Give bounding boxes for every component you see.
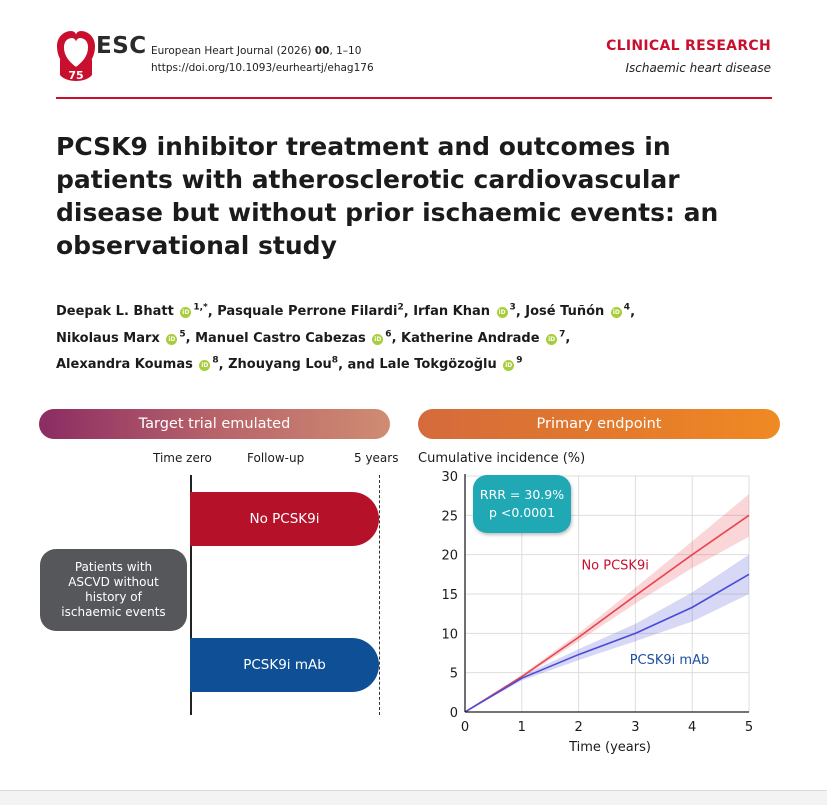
author-affiliation: 6 [385, 329, 392, 340]
orcid-icon[interactable]: iD [180, 307, 192, 319]
orcid-icon[interactable]: iD [610, 307, 622, 319]
five-year-dashed-line [379, 475, 380, 715]
author-name: Pasquale Perrone Filardi [217, 304, 398, 320]
orcid-icon[interactable]: iD [546, 333, 558, 345]
header-rule [56, 97, 772, 99]
article-title: PCSK9 inhibitor treatment and outcomes i… [56, 132, 719, 260]
p-value: p <0.0001 [488, 505, 556, 520]
chart-title: Cumulative incidence (%) [418, 451, 585, 466]
x-tick-label: 1 [518, 720, 526, 735]
author-name: Deepak L. Bhatt [56, 304, 174, 320]
author: Nikolaus Marx iD 5 [56, 329, 186, 346]
y-tick-label: 15 [441, 588, 458, 603]
y-tick-label: 25 [441, 509, 458, 524]
series-line-0 [464, 514, 750, 713]
author: José Tuñón iD 4 [525, 303, 631, 320]
y-tick-label: 5 [450, 667, 458, 682]
author-name: José Tuñón [525, 304, 605, 320]
author-name: Katherine Andrade [401, 330, 540, 346]
arm-no-pcsk9i: No PCSK9i [190, 492, 379, 546]
author-affiliation: 2 [397, 303, 404, 313]
author: Manuel Castro Cabezas iD 6 [195, 329, 392, 346]
y-tick-label: 10 [441, 627, 458, 642]
author-name: Lale Tokgözoğlu [379, 356, 497, 372]
follow-up-label: Follow-up [247, 451, 305, 465]
x-axis-title: Time (years) [568, 740, 651, 755]
author-list: Deepak L. Bhatt iD 1,*, Pasquale Perrone … [56, 303, 636, 372]
y-tick-label: 20 [441, 549, 458, 564]
author-name: Manuel Castro Cabezas [195, 330, 366, 346]
author: Irfan Khan iD 3 [413, 303, 516, 320]
patients-box: Patients with ASCVD without history of i… [40, 549, 187, 631]
author-affiliation: 7 [559, 329, 566, 340]
target-trial-banner: Target trial emulated [39, 409, 390, 439]
journal-info: European Heart Journal (2026) 00, 1–10 h… [151, 43, 374, 77]
x-tick-label: 5 [745, 720, 753, 735]
journal-line: European Heart Journal (2026) [151, 45, 312, 57]
journal-volume: 00 [314, 45, 330, 57]
logo-badge: 75 [68, 69, 83, 82]
author-name: Zhouyang Lou [228, 356, 332, 372]
orcid-icon[interactable]: iD [372, 333, 384, 345]
journal-pages: , 1–10 [329, 45, 362, 57]
author-affiliation: 5 [179, 329, 186, 340]
orcid-icon[interactable]: iD [166, 333, 178, 345]
rrr-value: RRR = 30.9% [479, 487, 565, 502]
author-name: Alexandra Koumas [56, 356, 193, 372]
author-affiliation: 8 [331, 355, 339, 366]
x-tick-label: 4 [688, 720, 696, 735]
esc-wordmark: ESC [96, 33, 147, 59]
author: Alexandra Koumas iD 8 [56, 355, 219, 372]
author-name: Nikolaus Marx [56, 330, 160, 346]
series-line-1 [464, 573, 750, 713]
arm-pcsk9i-mab: PCSK9i mAb [190, 638, 379, 692]
orcid-icon[interactable]: iD [496, 307, 508, 319]
author-affiliation: 1,* [193, 303, 208, 313]
esc-heart-logo-icon: 75 [57, 31, 95, 82]
y-tick-label: 30 [441, 470, 458, 485]
author: Pasquale Perrone Filardi2 [217, 303, 404, 320]
time-zero-line [190, 475, 192, 715]
orcid-icon[interactable]: iD [199, 359, 211, 371]
x-tick-label: 3 [631, 720, 639, 735]
series-label-1: PCSK9i mAb [630, 653, 710, 668]
author: Katherine Andrade iD 7 [401, 329, 566, 346]
author: Lale Tokgözoğlu iD 9 [379, 355, 523, 372]
rrr-box: RRR = 30.9% p <0.0001 [473, 475, 571, 533]
author-affiliation: 4 [623, 303, 631, 313]
author-affiliation: 3 [509, 303, 516, 313]
x-tick-label: 0 [461, 720, 469, 735]
orcid-icon[interactable]: iD [503, 359, 515, 371]
primary-endpoint-banner: Primary endpoint [418, 409, 780, 439]
author: Zhouyang Lou8 [228, 355, 339, 372]
subsection-label: Ischaemic heart disease [625, 61, 771, 75]
five-years-label: 5 years [354, 451, 399, 465]
author-affiliation: 9 [516, 355, 523, 366]
cumulative-incidence-chart: 0 5 10 15 20 25 30 0 1 2 3 4 5 Cumulative incidence (… [418, 451, 753, 755]
author-name: Irfan Khan [413, 304, 491, 320]
series-label-0: No PCSK9i [581, 559, 648, 574]
x-tick-label: 2 [574, 720, 582, 735]
y-tick-label: 0 [450, 706, 458, 721]
section-label: CLINICAL RESEARCH [606, 38, 771, 54]
time-zero-label: Time zero [153, 451, 212, 465]
author: Deepak L. Bhatt iD 1,* [56, 303, 208, 320]
patients-text: Patients with ASCVD without history of i… [61, 560, 166, 619]
doi-link[interactable]: https://doi.org/10.1093/eurheartj/ehag17… [151, 62, 374, 74]
author-affiliation: 8 [212, 355, 219, 366]
